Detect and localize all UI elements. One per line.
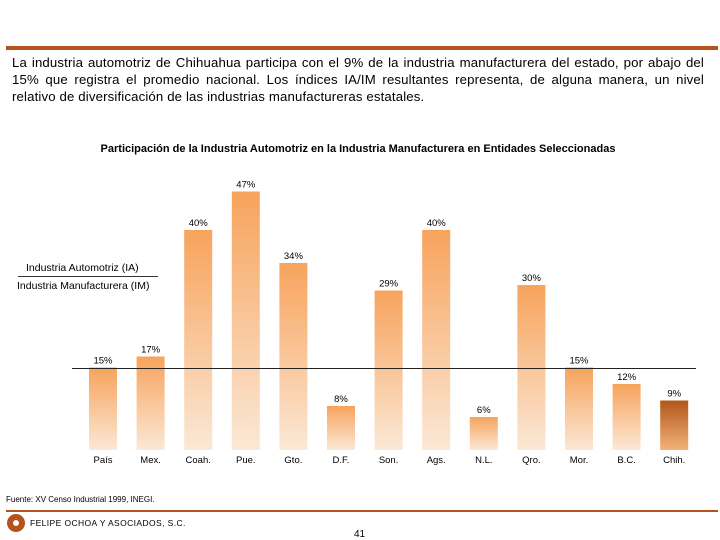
category-label-8: N.L.	[475, 455, 492, 466]
bar-12	[660, 400, 689, 450]
data-label-10: 15%	[569, 356, 589, 367]
bar-0	[89, 367, 117, 450]
page-number: 41	[354, 529, 366, 540]
data-label-3: 47%	[236, 180, 256, 191]
category-label-12: Chih.	[663, 455, 685, 466]
bar-3	[231, 191, 260, 450]
bar-10	[565, 367, 593, 450]
intro-paragraph: La industria automotriz de Chihuahua par…	[12, 55, 704, 104]
category-label-11: B.C.	[617, 455, 635, 466]
bar-9	[517, 285, 546, 450]
legend-numerator: Industria Automotriz (IA)	[26, 262, 139, 274]
company-name: FELIPE OCHOA Y ASOCIADOS, S.C.	[30, 518, 186, 528]
category-label-2: Coah.	[186, 455, 211, 466]
data-label-9: 30%	[522, 273, 542, 284]
category-label-9: Qro.	[522, 455, 540, 466]
bar-1	[136, 356, 165, 450]
top-rule	[6, 46, 718, 50]
category-label-6: Son.	[379, 455, 399, 466]
bar-11	[612, 384, 641, 450]
data-label-0: 15%	[93, 356, 113, 367]
data-label-8: 6%	[477, 405, 491, 416]
category-label-0: País	[93, 455, 112, 466]
data-label-6: 29%	[379, 279, 399, 290]
bar-5	[327, 406, 355, 450]
footer-rule	[6, 510, 718, 512]
chart-title: Participación de la Industria Automotriz…	[100, 143, 616, 155]
category-label-10: Mor.	[570, 455, 588, 466]
source-note: Fuente: XV Censo Industrial 1999, INEGI.	[6, 495, 155, 504]
legend-denominator: Industria Manufacturera (IM)	[17, 280, 150, 292]
bar-8	[469, 417, 498, 450]
data-label-4: 34%	[284, 251, 304, 262]
bar-4	[279, 263, 308, 450]
legend-divider	[18, 276, 158, 277]
category-label-1: Mex.	[140, 455, 161, 466]
data-label-7: 40%	[427, 218, 447, 229]
bar-6	[374, 290, 403, 450]
category-label-7: Ags.	[427, 455, 446, 466]
data-label-2: 40%	[189, 218, 209, 229]
data-label-12: 9%	[667, 389, 681, 400]
bar-2	[184, 230, 213, 450]
bar-7	[422, 230, 451, 450]
data-label-1: 17%	[141, 345, 161, 356]
data-label-5: 8%	[334, 394, 348, 405]
company-logo-icon	[7, 514, 25, 532]
data-label-11: 12%	[617, 372, 637, 383]
category-label-5: D.F.	[333, 455, 350, 466]
category-label-4: Gto.	[284, 455, 302, 466]
category-label-3: Pue.	[236, 455, 256, 466]
